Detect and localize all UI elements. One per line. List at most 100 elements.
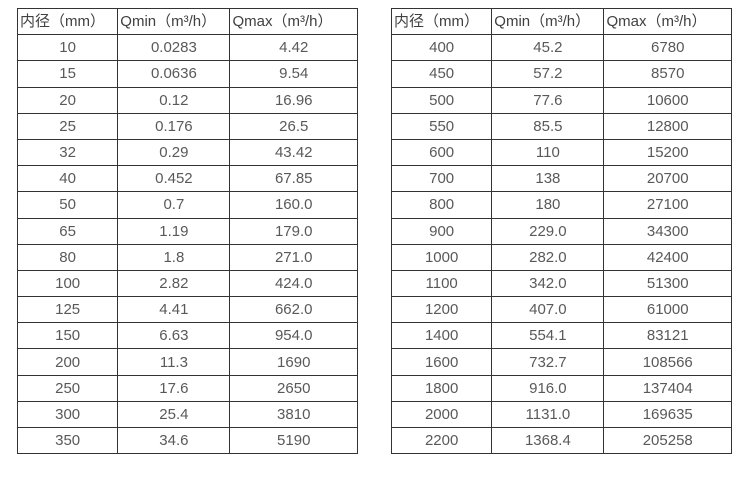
table-cell: 1690 (229, 348, 358, 376)
table-cell: 17.6 (117, 374, 231, 402)
table-cell: 43.42 (229, 138, 358, 167)
table-cell: 179.0 (229, 217, 358, 245)
header-cell: Qmax（m³/h） (603, 7, 732, 36)
table-row: 100 2.82 424.0 (16, 269, 358, 298)
table-cell: 20700 (603, 165, 732, 193)
table-cell: 3810 (229, 400, 358, 429)
table-cell: 1200 (390, 296, 493, 324)
table-row: 65 1.19 179.0 (16, 217, 358, 245)
table-cell: 25 (16, 112, 119, 140)
table-cell: 1000 (390, 243, 493, 271)
table-cell: 0.176 (117, 112, 231, 140)
table-cell: 34300 (603, 217, 732, 245)
table-cell: 554.1 (491, 322, 605, 350)
table-cell: 0.12 (117, 86, 231, 114)
table-row: 500 77.6 10600 (390, 86, 732, 114)
table-cell: 40 (16, 165, 119, 193)
table-cell: 1600 (390, 348, 493, 376)
table-cell: 0.452 (117, 165, 231, 193)
table-row: 1000 282.0 42400 (390, 243, 732, 271)
table-cell: 271.0 (229, 243, 358, 271)
flow-spec-tables-container: 内径（mm） Qmin（m³/h） Qmax（m³/h） 10 0.0283 4.42 15… (16, 7, 732, 455)
table-cell: 600 (390, 138, 493, 167)
table-cell: 0.0636 (117, 60, 231, 88)
table-cell: 205258 (603, 426, 732, 455)
table-row: 250 17.6 2650 (16, 374, 358, 402)
table-cell: 1.19 (117, 217, 231, 245)
table-cell: 10600 (603, 86, 732, 114)
table-row: 350 34.6 5190 (16, 426, 358, 455)
table-cell: 45.2 (491, 34, 605, 62)
table-cell: 77.6 (491, 86, 605, 114)
table-cell: 0.29 (117, 138, 231, 167)
table-cell: 10 (16, 34, 119, 62)
table-row: 900 229.0 34300 (390, 217, 732, 245)
table-row: 32 0.29 43.42 (16, 138, 358, 167)
table-cell: 27100 (603, 191, 732, 219)
table-cell: 1100 (390, 269, 493, 298)
table-row: 20 0.12 16.96 (16, 86, 358, 114)
table-row: 2000 1131.0 169635 (390, 400, 732, 429)
table-row: 400 45.2 6780 (390, 34, 732, 62)
table-row: 150 6.63 954.0 (16, 322, 358, 350)
table-cell: 450 (390, 60, 493, 88)
table-cell: 407.0 (491, 296, 605, 324)
table-row: 200 11.3 1690 (16, 348, 358, 376)
table-cell: 61000 (603, 296, 732, 324)
table-cell: 350 (16, 426, 119, 455)
flow-spec-table-small-diameters: 内径（mm） Qmin（m³/h） Qmax（m³/h） 10 0.0283 4.42 15… (16, 7, 358, 455)
table-cell: 25.4 (117, 400, 231, 429)
table-cell: 100 (16, 269, 119, 298)
table-row: 1400 554.1 83121 (390, 322, 732, 350)
table-cell: 2000 (390, 400, 493, 429)
header-row: 内径（mm） Qmin（m³/h） Qmax（m³/h） (16, 7, 358, 36)
table-row: 1600 732.7 108566 (390, 348, 732, 376)
table-row: 1800 916.0 137404 (390, 374, 732, 402)
table-row: 450 57.2 8570 (390, 60, 732, 88)
table-cell: 4.42 (229, 34, 358, 62)
table-cell: 51300 (603, 269, 732, 298)
table-cell: 67.85 (229, 165, 358, 193)
table-cell: 282.0 (491, 243, 605, 271)
table-row: 2200 1368.4 205258 (390, 426, 732, 455)
table-cell: 500 (390, 86, 493, 114)
header-cell: Qmin（m³/h） (117, 7, 231, 36)
flow-spec-table-large-diameters: 内径（mm） Qmin（m³/h） Qmax（m³/h） 400 45.2 6780 450… (390, 7, 732, 455)
table-cell: 110 (491, 138, 605, 167)
table-cell: 137404 (603, 374, 732, 402)
table-cell: 4.41 (117, 296, 231, 324)
table-cell: 8570 (603, 60, 732, 88)
table-cell: 12800 (603, 112, 732, 140)
table-row: 700 138 20700 (390, 165, 732, 193)
table-cell: 1368.4 (491, 426, 605, 455)
table-row: 25 0.176 26.5 (16, 112, 358, 140)
header-cell: Qmax（m³/h） (229, 7, 358, 36)
table-cell: 34.6 (117, 426, 231, 455)
table-row: 800 180 27100 (390, 191, 732, 219)
table-cell: 16.96 (229, 86, 358, 114)
table-cell: 550 (390, 112, 493, 140)
table-cell: 108566 (603, 348, 732, 376)
table-cell: 342.0 (491, 269, 605, 298)
table-cell: 15 (16, 60, 119, 88)
table-cell: 50 (16, 191, 119, 219)
table-cell: 2200 (390, 426, 493, 455)
header-cell: 内径（mm） (16, 7, 119, 36)
table-cell: 700 (390, 165, 493, 193)
table-cell: 57.2 (491, 60, 605, 88)
table-cell: 5190 (229, 426, 358, 455)
table-cell: 180 (491, 191, 605, 219)
table-row: 40 0.452 67.85 (16, 165, 358, 193)
header-cell: Qmin（m³/h） (491, 7, 605, 36)
table-cell: 20 (16, 86, 119, 114)
table-cell: 6780 (603, 34, 732, 62)
table-cell: 424.0 (229, 269, 358, 298)
table-row: 10 0.0283 4.42 (16, 34, 358, 62)
table-cell: 229.0 (491, 217, 605, 245)
table-cell: 150 (16, 322, 119, 350)
table-cell: 2650 (229, 374, 358, 402)
table-row: 550 85.5 12800 (390, 112, 732, 140)
table-cell: 1.8 (117, 243, 231, 271)
table-cell: 800 (390, 191, 493, 219)
table-cell: 6.63 (117, 322, 231, 350)
